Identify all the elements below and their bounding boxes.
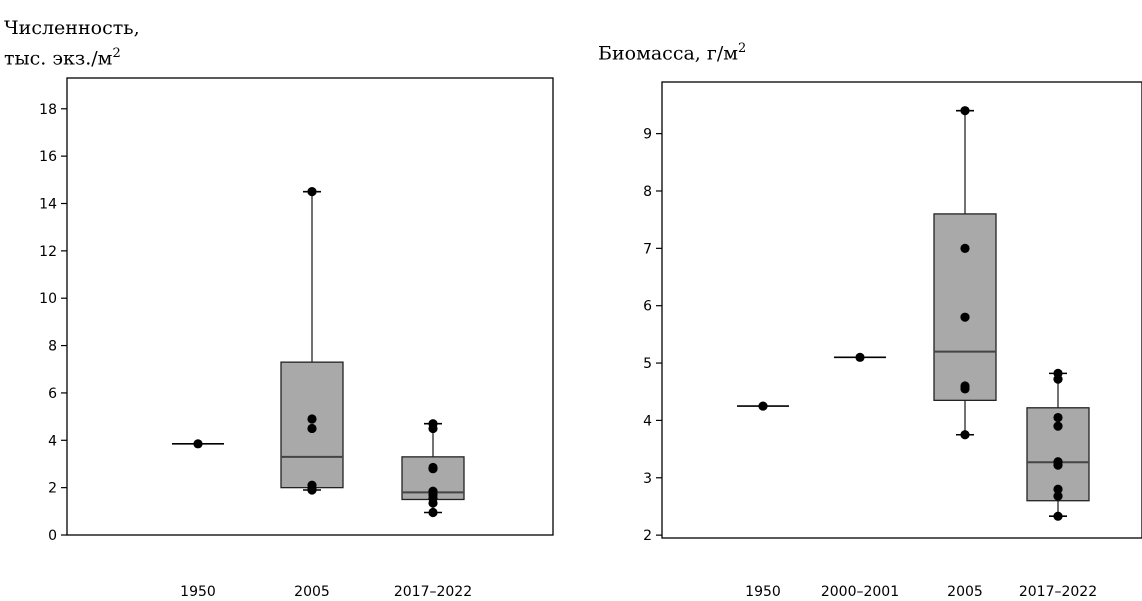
left-y-tick-label: 16 [39, 149, 57, 165]
right-y-tick-label: 3 [643, 471, 652, 487]
right-data-point [1053, 460, 1063, 470]
right-data-point [1053, 484, 1063, 494]
right-x-category-label: 2005 [947, 584, 983, 600]
left-plot-frame [66, 77, 554, 536]
left-x-category-label: 1950 [180, 584, 216, 600]
right-y-tick-label: 4 [643, 413, 652, 429]
right-data-point [1053, 491, 1063, 501]
left-y-tick-label: 10 [39, 291, 57, 307]
right-y-axis-unit: Биомасса, г/м [598, 42, 738, 65]
right-data-point [960, 243, 970, 253]
left-data-point [307, 423, 317, 434]
left-y-tick-label: 4 [48, 433, 57, 449]
left-data-point [307, 485, 317, 495]
right-y-tick-label: 5 [643, 356, 652, 372]
right-data-point [960, 430, 970, 440]
right-plot-frame [661, 81, 1142, 539]
left-y-axis-title: Численность, тыс. экз./м2 [4, 16, 140, 71]
right-data-point [758, 401, 768, 411]
right-data-point [960, 384, 970, 394]
left-y-tick-label: 2 [48, 481, 57, 497]
left-data-point [193, 439, 203, 449]
left-y-tick-label: 12 [39, 244, 57, 260]
right-data-point [855, 352, 865, 362]
left-data-point [307, 187, 317, 197]
right-box [933, 213, 997, 401]
left-data-point [428, 464, 438, 474]
right-data-point [1053, 511, 1063, 521]
right-x-category-label: 2017–2022 [1019, 584, 1097, 600]
right-y-axis-title: Биомасса, г/м2 [598, 36, 746, 66]
left-data-point [428, 507, 438, 518]
right-x-category-label: 1950 [745, 584, 781, 600]
right-y-tick-label: 6 [643, 299, 652, 315]
left-y-tick-label: 18 [39, 102, 57, 118]
right-data-point [1053, 421, 1063, 431]
right-y-tick-label: 2 [643, 528, 652, 544]
right-data-point [960, 312, 970, 322]
right-x-category-label: 2000–2001 [821, 584, 899, 600]
left-y-tick-label: 8 [48, 339, 57, 355]
left-y-axis-unit: тыс. экз./м [4, 47, 113, 70]
left-y-tick-label: 14 [39, 196, 57, 212]
right-y-axis-unit-sup: 2 [738, 41, 747, 56]
left-data-point [428, 423, 438, 434]
right-data-point [1053, 374, 1063, 384]
left-x-category-label: 2005 [294, 584, 330, 600]
right-y-tick-label: 8 [643, 184, 652, 200]
right-y-tick-label: 9 [643, 127, 652, 143]
left-y-tick-label: 0 [48, 528, 57, 544]
left-y-axis-unit-sup: 2 [112, 46, 121, 61]
right-y-tick-label: 7 [643, 241, 652, 257]
left-y-axis-title-line2: тыс. экз./м2 [4, 41, 140, 71]
right-data-point [960, 106, 970, 116]
left-x-category-label: 2017–2022 [394, 584, 472, 600]
left-data-point [428, 498, 438, 508]
left-y-tick-label: 6 [48, 386, 57, 402]
right-data-point [1053, 412, 1063, 423]
left-y-axis-title-line1: Численность, [4, 17, 140, 39]
left-data-point [307, 414, 317, 424]
